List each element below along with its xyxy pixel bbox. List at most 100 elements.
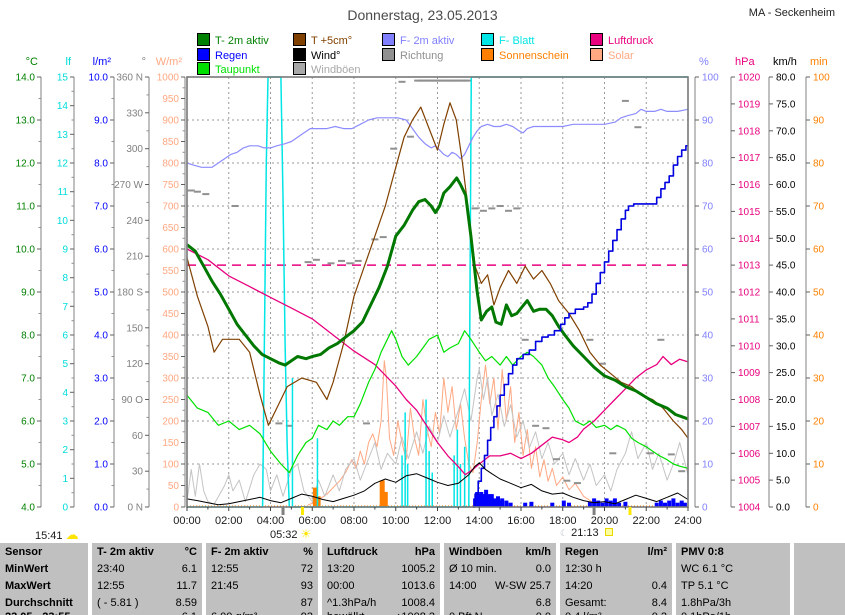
cell-label: 23:40 (97, 563, 125, 575)
svg-text:5: 5 (62, 359, 68, 370)
table-row: MinWert (0, 563, 88, 578)
svg-text:0: 0 (173, 503, 179, 514)
svg-text:1014: 1014 (738, 234, 761, 245)
table-row (794, 580, 845, 595)
svg-text:15: 15 (57, 73, 69, 84)
table-row: 1.8hPa/3h (676, 597, 790, 612)
svg-text:9: 9 (62, 245, 68, 256)
svg-text:1004: 1004 (738, 503, 761, 514)
table-row: 6.1 (92, 611, 202, 615)
series-regen-summe (473, 145, 688, 508)
axis-min: min 0 10 20 30 40 50 60 70 80 90 100 (805, 56, 830, 514)
series-f-blatt-spitzen (291, 378, 466, 507)
axis-hPa: hPa 1004 1005 1006 1007 1008 1009 1010 1011 1012 1… (730, 56, 761, 514)
svg-text:1013: 1013 (738, 261, 761, 272)
svg-text:240: 240 (126, 216, 143, 227)
svg-text:20: 20 (813, 417, 825, 428)
table-row: 14:00 W-SW 25.7 (444, 580, 556, 595)
legend-label: F- Blatt (499, 35, 535, 47)
table-row: Ø 10 min. 0.0 (444, 563, 556, 578)
sun-icon: ☀ (300, 527, 312, 541)
table-row: MaxWert (0, 580, 88, 595)
table-header-row: Sensor (0, 546, 88, 561)
svg-text:%: % (699, 56, 709, 68)
cell-label: PMV 0:8 (681, 546, 724, 558)
legend-color-swatch (197, 62, 210, 75)
legend-label: Taupunkt (215, 64, 260, 76)
svg-text:1: 1 (62, 474, 68, 485)
cell-value: 87 (300, 597, 313, 609)
station-name: MA - Seckenheim (748, 7, 835, 19)
legend-item: Taupunkt (197, 62, 260, 76)
svg-text:750: 750 (162, 180, 179, 191)
cell-value: 0.0 (535, 563, 551, 575)
svg-text:11.0: 11.0 (16, 202, 35, 213)
cell-value: km/h (525, 546, 551, 558)
cell-label: 6.00 g/m³ (211, 611, 257, 615)
summary-table-column: Windböen km/h Ø 10 min. 0.0 14:00 W-SW 25.7 6.… (444, 543, 556, 615)
svg-text:60: 60 (702, 245, 714, 256)
svg-text:1000: 1000 (157, 73, 180, 84)
summary-table-column: Luftdruck hPa 13:20 1005.2 00:00 1013.6 ^1.3hP… (322, 543, 440, 615)
svg-text:1017: 1017 (738, 153, 761, 164)
legend-color-swatch (293, 33, 306, 46)
svg-text:°C: °C (26, 56, 38, 68)
svg-text:9.0: 9.0 (21, 288, 35, 299)
svg-text:360 N: 360 N (116, 73, 143, 84)
cell-value: 11.7 (176, 580, 197, 592)
legend-label: Solar (608, 49, 634, 62)
svg-text:4.0: 4.0 (94, 331, 108, 342)
svg-text:8.0: 8.0 (94, 159, 108, 170)
svg-text:50: 50 (168, 481, 180, 492)
table-row: bewölkt ↑1008.2 (322, 611, 440, 615)
svg-text:60.0: 60.0 (776, 180, 796, 191)
svg-text:12.0: 12.0 (16, 159, 36, 170)
cell-value: % (303, 546, 313, 558)
svg-text:1015: 1015 (738, 207, 761, 218)
svg-text:1010: 1010 (738, 341, 761, 352)
table-row: 6.8 (444, 597, 556, 612)
svg-text:180 S: 180 S (117, 288, 143, 299)
svg-text:14.0: 14.0 (16, 73, 36, 84)
svg-text:13.0: 13.0 (16, 116, 36, 127)
svg-text:50: 50 (813, 288, 825, 299)
series-taupunkt (186, 330, 689, 474)
cell-label: MaxWert (5, 580, 51, 592)
svg-text:300: 300 (126, 144, 143, 155)
legend-color-swatch (590, 47, 603, 61)
table-row: 23:40 6.1 (92, 563, 202, 578)
legend-item: Sonnenschein (481, 47, 569, 62)
legend-item: T +5cm° (293, 33, 352, 47)
cell-value: 0.0 (536, 611, 551, 615)
cell-label: 1.8hPa/3h (681, 597, 732, 609)
svg-text:22:00: 22:00 (632, 515, 660, 527)
cell-value: 6.1 (181, 563, 197, 575)
svg-text:700: 700 (162, 202, 179, 213)
legend-color-swatch (293, 47, 306, 61)
svg-text:10.0: 10.0 (16, 245, 36, 256)
svg-text:450: 450 (162, 309, 179, 320)
svg-text:10: 10 (813, 460, 825, 471)
cell-value: 1008.4 (401, 597, 435, 609)
svg-text:10:00: 10:00 (382, 515, 410, 527)
svg-text:55.0: 55.0 (776, 207, 796, 218)
summary-table-column: Sensor MinWert MaxWert Durchschnitt 23.05 - … (0, 543, 88, 615)
legend-color-swatch (197, 47, 210, 61)
svg-text:2.0: 2.0 (94, 417, 108, 428)
svg-text:24:00: 24:00 (674, 515, 702, 527)
table-header-row: Windböen km/h (444, 546, 556, 561)
cell-value: 1005.2 (401, 563, 435, 575)
svg-text:10: 10 (702, 460, 714, 471)
svg-text:40.0: 40.0 (776, 288, 796, 299)
cell-value: 93 (301, 611, 313, 615)
svg-text:90: 90 (813, 116, 825, 127)
svg-text:2: 2 (62, 445, 68, 456)
sunrise-indicator: 05:32 ☀ (270, 527, 311, 541)
svg-text:1007: 1007 (738, 422, 761, 433)
cell-label: Sensor (5, 546, 43, 558)
summary-table-column: Regen l/m² 12:30 h 14:20 0.4 Gesamt: 8.4 0.4 l/… (560, 543, 672, 615)
series-t-2m-aktiv (186, 176, 689, 421)
cell-label: 0.1hPa/1h (681, 611, 731, 615)
svg-text:20:00: 20:00 (591, 515, 619, 527)
table-row (794, 611, 845, 615)
